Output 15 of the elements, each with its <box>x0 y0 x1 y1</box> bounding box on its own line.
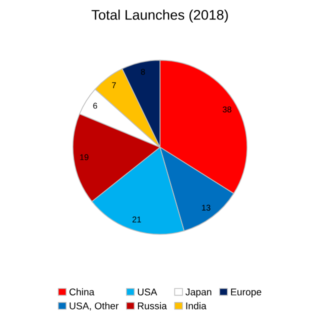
data-label: 38 <box>222 106 232 112</box>
legend-label: Japan <box>186 288 212 298</box>
legend-label: Russia <box>138 302 167 310</box>
data-label: 19 <box>80 154 88 160</box>
legend-label: China <box>70 288 94 296</box>
data-label: 13 <box>202 204 210 211</box>
legend-label: India <box>186 302 206 310</box>
data-label: 21 <box>132 216 141 222</box>
chart-title: Total Launches (2018) <box>92 10 228 23</box>
legend-label: Europe <box>231 288 262 298</box>
legend-label: USA, Other <box>70 302 119 310</box>
data-label: 7 <box>112 82 116 88</box>
data-label: 6 <box>93 102 98 109</box>
data-label: 8 <box>141 68 145 75</box>
legend-label: USA <box>138 288 158 296</box>
